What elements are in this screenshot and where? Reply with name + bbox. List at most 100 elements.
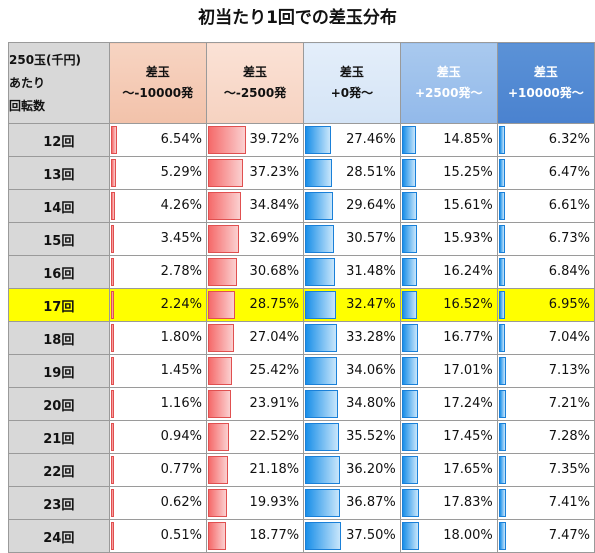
value-cell: 7.41% [496,486,595,520]
value-label: 0.51% [160,528,202,543]
value-label: 17.24% [443,396,493,411]
value-cell: 1.45% [108,354,207,388]
data-bar [498,357,506,385]
value-label: 25.42% [249,363,300,378]
data-bar [207,357,233,385]
value-cell: 34.80% [303,387,401,421]
value-label: 34.06% [346,363,396,378]
data-bar [110,390,114,418]
table-row: 23回 0.62% 19.93% 36.87% 17.83% 7.41% [8,486,595,520]
data-bar [207,225,239,253]
value-cell: 1.16% [108,387,207,421]
row-label: 14回 [8,189,110,223]
row-label: 17回 [8,288,110,322]
value-label: 15.93% [443,231,493,246]
row-label: 16回 [8,255,110,289]
value-cell: 19.93% [205,486,305,520]
column-header: 差玉 ～-10000発 [108,42,207,124]
value-label: 39.72% [249,132,300,147]
value-label: 16.24% [443,264,493,279]
value-cell: 7.35% [496,453,595,487]
row-label: 20回 [8,387,110,421]
table-row: 16回 2.78% 30.68% 31.48% 16.24% 6.84% [8,255,595,289]
value-label: 17.65% [443,462,493,477]
value-cell: 15.61% [399,189,498,223]
value-label: 1.80% [160,330,202,345]
value-cell: 2.24% [108,288,207,322]
data-bar [207,390,231,418]
value-cell: 0.77% [108,453,207,487]
distribution-table: 250玉(千円) あたり 回転数 差玉 ～-10000発 差玉 ～-2500発 … [8,42,595,553]
value-label: 36.20% [346,462,396,477]
value-label: 4.26% [160,198,202,213]
value-label: 18.00% [443,528,493,543]
data-bar [401,192,417,220]
data-bar [498,489,506,517]
value-cell: 15.93% [399,222,498,256]
value-cell: 37.50% [303,519,401,553]
value-cell: 18.77% [205,519,305,553]
data-bar [498,423,506,451]
table-row: 15回 3.45% 32.69% 30.57% 15.93% 6.73% [8,222,595,256]
value-label: 6.61% [548,198,590,213]
value-label: 7.13% [548,363,590,378]
value-label: 36.87% [346,495,396,510]
value-label: 0.94% [160,429,202,444]
value-cell: 6.95% [496,288,595,322]
data-bar [110,225,114,253]
data-bar [401,390,419,418]
value-cell: 28.75% [205,288,305,322]
data-bar [207,291,236,319]
value-label: 35.52% [346,429,396,444]
data-bar [498,126,505,154]
value-label: 6.95% [548,297,590,312]
value-cell: 29.64% [303,189,401,223]
value-cell: 6.32% [496,123,595,157]
table-row: 21回 0.94% 22.52% 35.52% 17.45% 7.28% [8,420,595,454]
value-cell: 34.84% [205,189,305,223]
data-bar [305,192,334,220]
table-row: 14回 4.26% 34.84% 29.64% 15.61% 6.61% [8,189,595,223]
row-label: 18回 [8,321,110,355]
data-bar [207,126,246,154]
value-cell: 27.04% [205,321,305,355]
data-bar [401,291,418,319]
value-label: 6.84% [548,264,590,279]
value-label: 29.64% [346,198,396,213]
value-label: 27.46% [346,132,396,147]
value-label: 15.25% [443,165,493,180]
data-bar [110,159,116,187]
value-label: 37.50% [346,528,396,543]
table-row: 13回 5.29% 37.23% 28.51% 15.25% 6.47% [8,156,595,190]
value-label: 0.77% [160,462,202,477]
value-label: 15.61% [443,198,493,213]
value-label: 30.68% [249,264,300,279]
value-label: 23.91% [249,396,300,411]
data-bar [110,126,117,154]
data-bar [207,159,244,187]
value-label: 33.28% [346,330,396,345]
data-bar [207,423,230,451]
value-cell: 22.52% [205,420,305,454]
value-label: 1.16% [160,396,202,411]
data-bar [305,357,338,385]
data-bar [207,522,226,550]
data-bar [207,456,229,484]
data-bar [110,456,114,484]
value-label: 6.47% [548,165,590,180]
value-cell: 35.52% [303,420,401,454]
value-label: 19.93% [249,495,300,510]
data-bar [498,291,506,319]
value-label: 17.45% [443,429,493,444]
data-bar [401,324,418,352]
row-label: 24回 [8,519,110,553]
data-bar [305,291,336,319]
row-label: 21回 [8,420,110,454]
data-bar [305,456,340,484]
data-bar [401,126,416,154]
data-bar [110,489,114,517]
data-bar [110,357,114,385]
value-cell: 17.24% [399,387,498,421]
value-label: 0.62% [160,495,202,510]
value-cell: 37.23% [205,156,305,190]
